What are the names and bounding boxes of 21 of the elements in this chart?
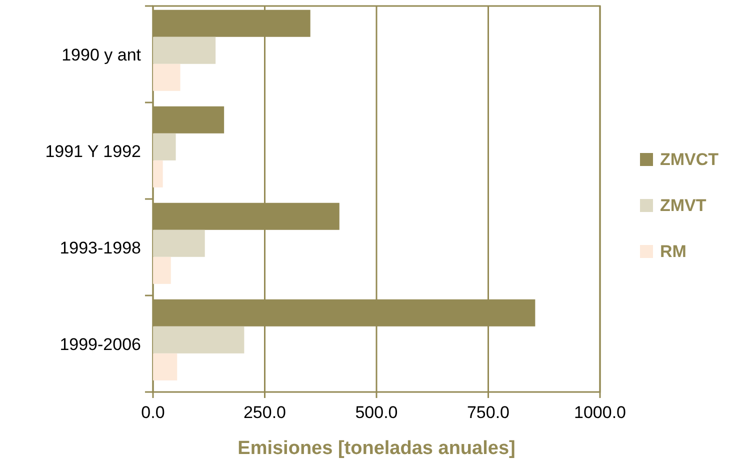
- y-tick-label: 1991 Y 1992: [45, 142, 141, 161]
- x-tick-label: 250.0: [243, 403, 286, 422]
- bar: [153, 230, 205, 257]
- bar: [153, 256, 171, 284]
- y-tick-label: 1993-1998: [60, 238, 141, 258]
- bar: [153, 36, 216, 64]
- x-tick-label: 1000.0: [574, 403, 626, 422]
- x-tick-label: 750.0: [466, 403, 510, 422]
- x-tick-label: 500.0: [355, 403, 398, 422]
- legend-label: RM: [660, 242, 686, 261]
- x-axis-title: Emisiones [toneladas anuales]: [238, 438, 516, 459]
- x-tick-label: 0.0: [141, 403, 165, 422]
- legend-label: ZMVT: [660, 196, 707, 215]
- legend-label: ZMVCT: [660, 150, 720, 169]
- bar: [153, 353, 178, 380]
- bar: [153, 64, 180, 91]
- y-tick-label: 1999-2006: [60, 334, 141, 354]
- bar: [153, 160, 163, 188]
- y-tick-label: 1990 y ant: [62, 45, 142, 64]
- bar: [153, 133, 176, 160]
- bar: [153, 326, 244, 354]
